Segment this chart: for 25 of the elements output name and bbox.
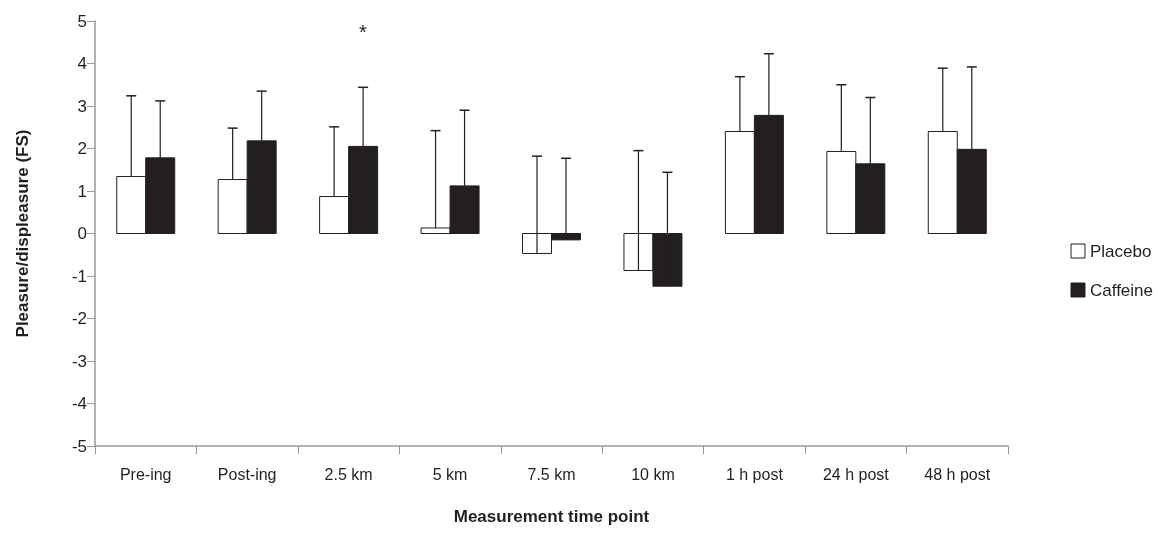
y-tick-label: 5 <box>77 11 87 31</box>
x-tick-label: 48 h post <box>924 465 991 483</box>
x-tick-label: 1 h post <box>725 465 784 483</box>
y-tick-label: 1 <box>77 181 87 201</box>
y-tick-label: 2 <box>77 139 87 158</box>
x-tick-label: 2.5 km <box>324 465 373 483</box>
annotation: * <box>359 21 368 43</box>
x-tick-label: Pre-ing <box>119 465 172 483</box>
y-tick-label: -5 <box>71 436 87 456</box>
y-tick-label: -2 <box>71 309 87 328</box>
legend-label: Caffeine <box>1089 280 1153 300</box>
legend-label: Placebo <box>1089 241 1152 261</box>
y-tick-label: 4 <box>77 54 87 73</box>
y-tick-label: 0 <box>77 224 87 243</box>
y-tick-label: -1 <box>71 266 87 286</box>
x-tick-label: 24 h post <box>822 465 890 483</box>
x-tick-label: 5 km <box>432 465 468 483</box>
y-axis-title: Pleasure/displeasure (FS) <box>13 129 32 338</box>
x-tick-label: 7.5 km <box>527 465 576 483</box>
y-tick-label: -3 <box>71 351 87 371</box>
y-tick-label: -4 <box>71 394 87 413</box>
x-tick-label: 10 km <box>631 465 675 483</box>
x-tick-label: Post-ing <box>217 465 277 483</box>
y-tick-label: 3 <box>77 96 87 116</box>
x-axis-title: Measurement time point <box>453 507 650 526</box>
